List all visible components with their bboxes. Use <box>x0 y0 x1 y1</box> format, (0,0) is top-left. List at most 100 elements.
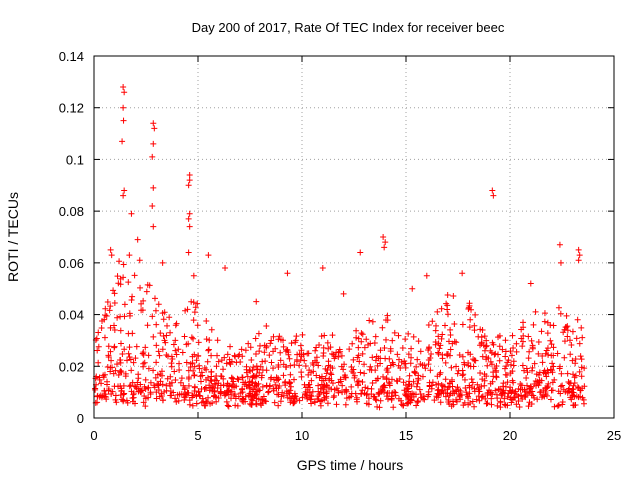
data-point <box>401 387 408 394</box>
data-point <box>317 402 324 409</box>
data-point <box>408 397 415 404</box>
data-point <box>257 400 264 407</box>
data-point <box>271 399 278 406</box>
data-point <box>351 374 358 381</box>
data-point <box>357 369 364 376</box>
data-point <box>335 353 342 360</box>
data-point <box>320 344 327 351</box>
data-point <box>249 367 256 374</box>
data-point <box>111 326 118 333</box>
data-point <box>475 333 482 340</box>
data-point <box>425 322 432 329</box>
data-point <box>567 351 574 358</box>
data-point <box>94 399 101 406</box>
data-point <box>218 388 225 395</box>
data-point <box>539 359 546 366</box>
data-point <box>526 348 533 355</box>
data-point <box>488 395 495 402</box>
data-point <box>501 365 508 372</box>
data-point <box>108 390 115 397</box>
data-point <box>353 327 360 334</box>
data-point <box>214 352 221 359</box>
data-point <box>104 298 111 305</box>
data-point <box>145 385 152 392</box>
data-point <box>549 387 556 394</box>
data-point <box>138 389 145 396</box>
data-point <box>105 343 112 350</box>
data-point <box>339 382 346 389</box>
data-point <box>265 388 272 395</box>
data-point <box>177 379 184 386</box>
data-point <box>159 381 166 388</box>
data-point <box>290 400 297 407</box>
data-point <box>469 379 476 386</box>
data-point <box>448 403 455 410</box>
data-point <box>231 391 238 398</box>
data-point <box>259 383 266 390</box>
data-point <box>167 373 174 380</box>
data-point <box>419 373 426 380</box>
data-point <box>525 333 532 340</box>
data-point <box>386 355 393 362</box>
data-point <box>117 275 124 282</box>
data-point <box>556 365 563 372</box>
data-point <box>476 397 483 404</box>
data-point <box>396 356 403 363</box>
data-point <box>538 394 545 401</box>
data-point <box>359 331 366 338</box>
data-point <box>190 335 197 342</box>
data-point <box>277 357 284 364</box>
data-point-outlier <box>575 257 582 264</box>
data-point-outlier <box>121 187 128 194</box>
data-point <box>145 352 152 359</box>
data-point <box>272 381 279 388</box>
data-point <box>471 327 478 334</box>
data-point-outlier <box>185 215 192 222</box>
data-point <box>407 360 414 367</box>
data-point <box>449 340 456 347</box>
data-point-outlier <box>409 285 416 292</box>
data-point <box>172 395 179 402</box>
data-point <box>374 403 381 410</box>
data-point <box>249 393 256 400</box>
data-point <box>569 357 576 364</box>
data-point <box>530 392 537 399</box>
data-point <box>273 377 280 384</box>
data-point <box>442 376 449 383</box>
data-point <box>366 366 373 373</box>
data-point <box>551 403 558 410</box>
data-point <box>536 377 543 384</box>
data-point <box>287 371 294 378</box>
data-point <box>228 388 235 395</box>
axis-ticks: 0 0.02 0.04 0.06 0.08 0.1 0.12 0.14 0 5 10 15 20 25 <box>59 49 622 443</box>
data-point <box>152 374 159 381</box>
data-point <box>256 348 263 355</box>
data-point <box>308 377 315 384</box>
data-point <box>372 367 379 374</box>
data-point <box>572 355 579 362</box>
y-tick-label: 0.08 <box>59 204 84 219</box>
data-point <box>355 352 362 359</box>
data-point <box>495 351 502 358</box>
data-point <box>275 336 282 343</box>
data-point <box>183 341 190 348</box>
data-point <box>312 347 319 354</box>
data-point <box>350 356 357 363</box>
data-point <box>211 376 218 383</box>
data-point <box>384 390 391 397</box>
data-point <box>213 363 220 370</box>
data-point <box>147 391 154 398</box>
data-point <box>412 391 419 398</box>
data-point <box>405 351 412 358</box>
data-point <box>465 305 472 312</box>
data-point <box>441 322 448 329</box>
data-point-outlier <box>557 259 564 266</box>
data-point <box>291 390 298 397</box>
data-point <box>534 396 541 403</box>
data-point <box>361 344 368 351</box>
data-point <box>475 393 482 400</box>
data-point <box>557 390 564 397</box>
data-point <box>549 360 556 367</box>
data-point <box>504 379 511 386</box>
data-point <box>562 324 569 331</box>
